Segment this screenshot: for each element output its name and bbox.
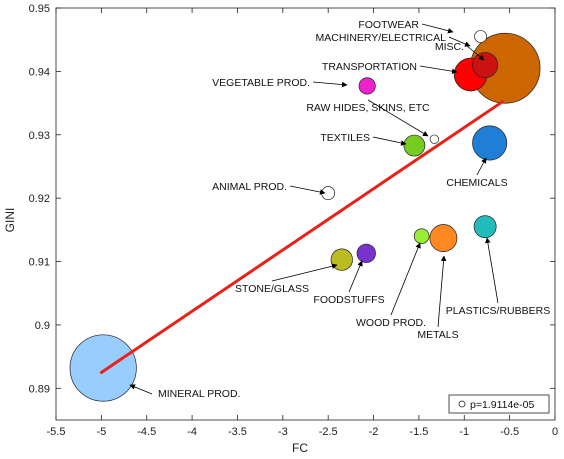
y-tick-label: 0.93: [29, 130, 50, 142]
annotation-arrow: [289, 185, 326, 195]
annotation-label: ANIMAL PROD.: [212, 181, 287, 193]
annotation-animal-prod: ANIMAL PROD.: [212, 181, 326, 195]
x-tick-label: -4.5: [137, 426, 156, 438]
legend: p=1.9114e-05: [448, 394, 550, 414]
annotation-machinery-electrical: MACHINERY/ELECTRICAL: [315, 32, 471, 47]
x-axis: -5.5 -5 -4.5 -4 -3.5 -3 -2.5 -2 -1.5 -1 -0.5 0: [47, 8, 558, 438]
annotation-arrow: [419, 65, 458, 74]
bubble-vegetable-prod: [358, 77, 376, 95]
bubble-mineral-prod: [69, 334, 137, 402]
x-tick-label: -1.5: [409, 426, 428, 438]
annotation-misc: MISC.: [435, 41, 485, 61]
x-tick-label: -5.5: [47, 426, 66, 438]
annotation-arrow: [312, 81, 348, 88]
legend-box: [448, 394, 550, 414]
x-tick-label: -2.5: [319, 426, 338, 438]
x-tick-label: -3.5: [228, 426, 247, 438]
legend-marker: [458, 400, 466, 408]
y-tick-label: 0.89: [29, 383, 50, 395]
annotation-vegetable-prod: VEGETABLE PROD.: [212, 77, 348, 89]
annotation-arrow: [129, 384, 153, 395]
annotation-arrow: [390, 242, 421, 316]
y-tick-label: 0.92: [29, 193, 50, 205]
bubble-raw-hides-skins-etc: [429, 134, 439, 144]
legend-label: p=1.9114e-05: [470, 399, 534, 411]
annotation-label: METALS: [417, 329, 458, 341]
x-tick-label: -0.5: [500, 426, 519, 438]
annotation-label: MINERAL PROD.: [158, 388, 240, 400]
annotation-label: MISC.: [435, 41, 464, 53]
x-tick-label: -5: [96, 426, 106, 438]
bubble-plastics-rubbers: [473, 215, 497, 239]
plot-frame: [55, 7, 556, 421]
y-axis: 0.89 0.9 0.91 0.92 0.93 0.94 0.95: [29, 3, 555, 395]
regression-line: [99, 100, 504, 374]
annotation-metals: METALS: [417, 255, 459, 341]
annotation-arrow: [448, 36, 471, 47]
annotation-arrow: [372, 136, 407, 146]
annotation-arrow: [421, 23, 454, 34]
annotation-label: STONE/GLASS: [235, 283, 309, 295]
annotation-label: PLASTICS/RUBBERS: [446, 305, 550, 317]
annotation-textiles: TEXTILES: [320, 132, 407, 146]
annotation-raw-hides-skins-etc: RAW HIDES, SKINS, ETC: [306, 99, 430, 137]
x-tick-label: -3: [278, 426, 288, 438]
annotation-arrow: [367, 99, 429, 137]
annotation-label: VEGETABLE PROD.: [212, 77, 310, 89]
bubble-metals: [429, 224, 458, 252]
x-tick-label: -1: [459, 426, 469, 438]
annotation-label: FOOTWEAR: [358, 19, 419, 31]
bubble-chemicals: [472, 125, 508, 161]
annotation-label: MACHINERY/ELECTRICAL: [315, 32, 446, 44]
annotation-transportation: TRANSPORTATION: [322, 61, 458, 74]
annotation-label: RAW HIDES, SKINS, ETC: [306, 102, 430, 114]
x-axis-label: FC: [292, 441, 308, 455]
y-tick-label: 0.9: [35, 320, 50, 332]
x-tick-label: -2: [369, 426, 379, 438]
annotation-arrow: [437, 255, 447, 328]
bubble-textiles: [403, 134, 426, 157]
annotation-label: TRANSPORTATION: [322, 61, 417, 73]
x-tick-label: 0: [552, 426, 558, 438]
annotation-arrow: [466, 45, 485, 61]
annotation-arrow: [476, 157, 487, 176]
x-tick-label: -4: [187, 426, 197, 438]
bubble-stone-glass: [330, 248, 353, 271]
y-tick-label: 0.91: [29, 257, 50, 269]
annotation-mineral-prod: MINERAL PROD.: [129, 384, 240, 400]
annotation-foodstuffs: FOODSTUFFS: [313, 260, 385, 306]
y-tick-label: 0.95: [29, 3, 50, 15]
bubble-footwear: [474, 30, 488, 43]
annotation-arrow: [348, 260, 363, 293]
annotation-label: WOOD PROD.: [356, 317, 426, 329]
bubble-misc: [472, 52, 499, 79]
annotation-stone-glass: STONE/GLASS: [235, 263, 338, 295]
y-tick-label: 0.94: [29, 66, 50, 78]
annotation-label: CHEMICALS: [446, 177, 507, 189]
annotation-label: TEXTILES: [320, 132, 370, 144]
annotation-wood-prod: WOOD PROD.: [356, 242, 426, 329]
bubble-foodstuffs: [356, 243, 376, 263]
y-axis-label: GINI: [3, 208, 17, 233]
bubble-wood-prod: [413, 228, 430, 244]
annotation-arrow: [485, 237, 499, 304]
annotation-footwear: FOOTWEAR: [358, 19, 454, 34]
annotation-plastics-rubbers: PLASTICS/RUBBERS: [446, 237, 550, 317]
annotation-arrow: [271, 263, 338, 282]
annotation-label: FOODSTUFFS: [313, 294, 384, 306]
annotation-chemicals: CHEMICALS: [446, 157, 508, 189]
